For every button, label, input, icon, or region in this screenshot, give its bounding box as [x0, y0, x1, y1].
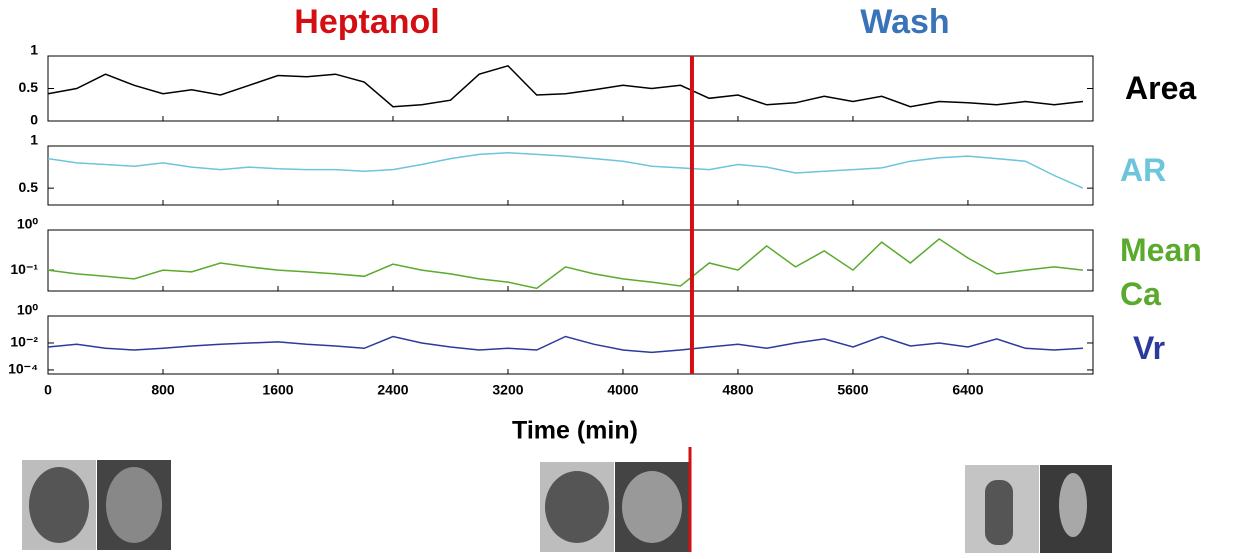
phase-title: Heptanol — [294, 3, 439, 41]
panel-frame — [47, 145, 1094, 206]
series-line — [47, 237, 1083, 290]
x-tick-label: 4000 — [607, 382, 638, 398]
x-tick-label: 2400 — [377, 382, 408, 398]
y-tick-label: 10⁻² — [10, 334, 38, 350]
x-tick-label: 0 — [44, 382, 52, 398]
series-line — [47, 151, 1084, 189]
y-tick-label: 1 — [30, 42, 38, 58]
x-tick-label: 6400 — [952, 382, 983, 398]
y-tick-label: 0.5 — [19, 179, 39, 195]
y-tick-label: 10⁻¹ — [10, 261, 38, 277]
y-tick-label: 10⁰ — [17, 216, 39, 232]
panel-frame — [47, 55, 1094, 122]
y-tick-label: 10⁰ — [17, 302, 39, 318]
series-label: Vr — [1133, 330, 1166, 366]
x-tick-label: 3200 — [492, 382, 523, 398]
x-tick-label: 800 — [151, 382, 175, 398]
y-tick-label: 10⁻⁴ — [8, 361, 38, 377]
panel-frame — [47, 315, 1094, 375]
phase-title: Wash — [860, 3, 949, 41]
x-tick-label: 1600 — [262, 382, 293, 398]
series-line — [47, 335, 1083, 354]
panel-frame — [47, 229, 1094, 292]
series-label: Area — [1125, 70, 1197, 106]
x-tick-label: 5600 — [837, 382, 868, 398]
x-tick-label: 4800 — [722, 382, 753, 398]
x-axis-label: Time (min) — [512, 417, 638, 445]
series-label: Mean Ca — [1120, 232, 1202, 312]
series-label: AR — [1120, 152, 1167, 188]
y-tick-label: 0 — [30, 112, 38, 128]
series-line — [47, 64, 1083, 108]
thumbnails — [22, 447, 1112, 553]
y-tick-label: 0.5 — [19, 79, 39, 95]
y-tick-label: 1 — [30, 132, 38, 148]
